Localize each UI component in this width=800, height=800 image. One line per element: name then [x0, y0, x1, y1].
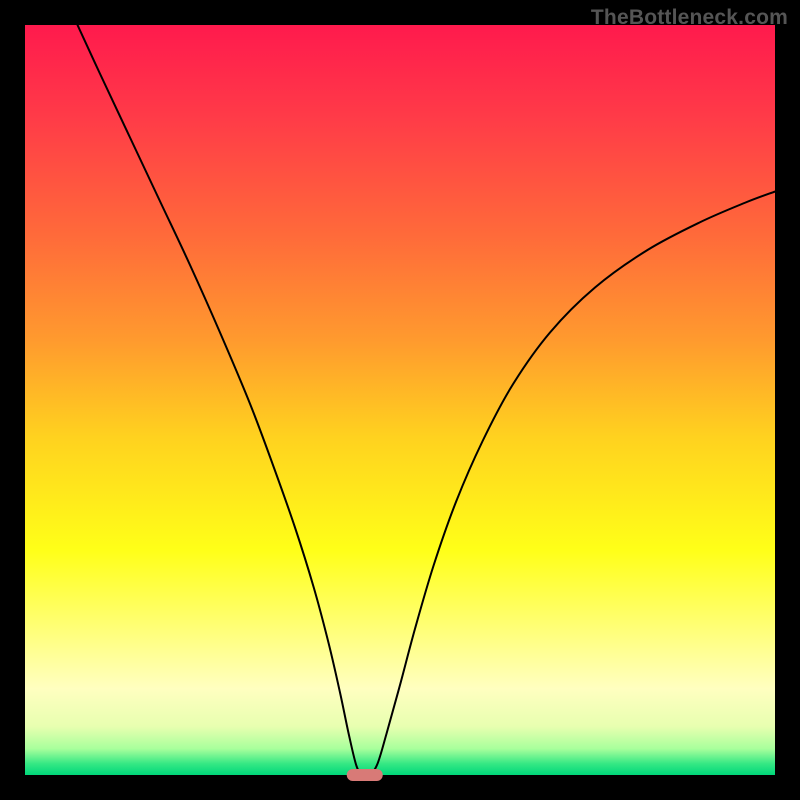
- plot-background-gradient: [25, 25, 775, 775]
- optimal-range-marker: [347, 769, 383, 781]
- bottleneck-chart: [0, 0, 800, 800]
- figure-stage: TheBottleneck.com: [0, 0, 800, 800]
- watermark-text: TheBottleneck.com: [591, 6, 788, 30]
